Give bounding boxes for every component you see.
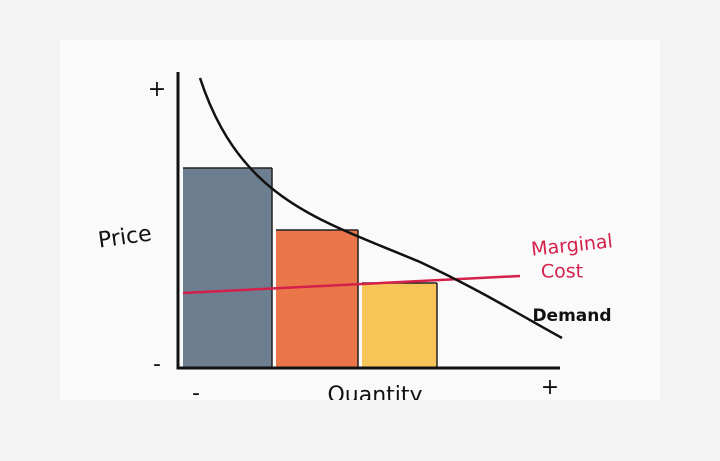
canvas <box>60 40 660 400</box>
bottom-crop <box>0 400 720 461</box>
demand-label: Demand <box>532 306 611 326</box>
marginal-cost-label: Cost <box>541 261 583 283</box>
axes <box>176 72 560 370</box>
marginal-cost-line <box>182 274 521 295</box>
x-right-label: + <box>541 375 559 400</box>
area-gray <box>183 168 272 368</box>
area-yellow <box>362 283 437 368</box>
y-top-label: + <box>148 77 166 102</box>
y-bottom-label: - <box>153 352 161 377</box>
demand-curve <box>198 77 563 340</box>
x-left-label: - <box>192 381 200 406</box>
area-orange <box>276 230 358 368</box>
